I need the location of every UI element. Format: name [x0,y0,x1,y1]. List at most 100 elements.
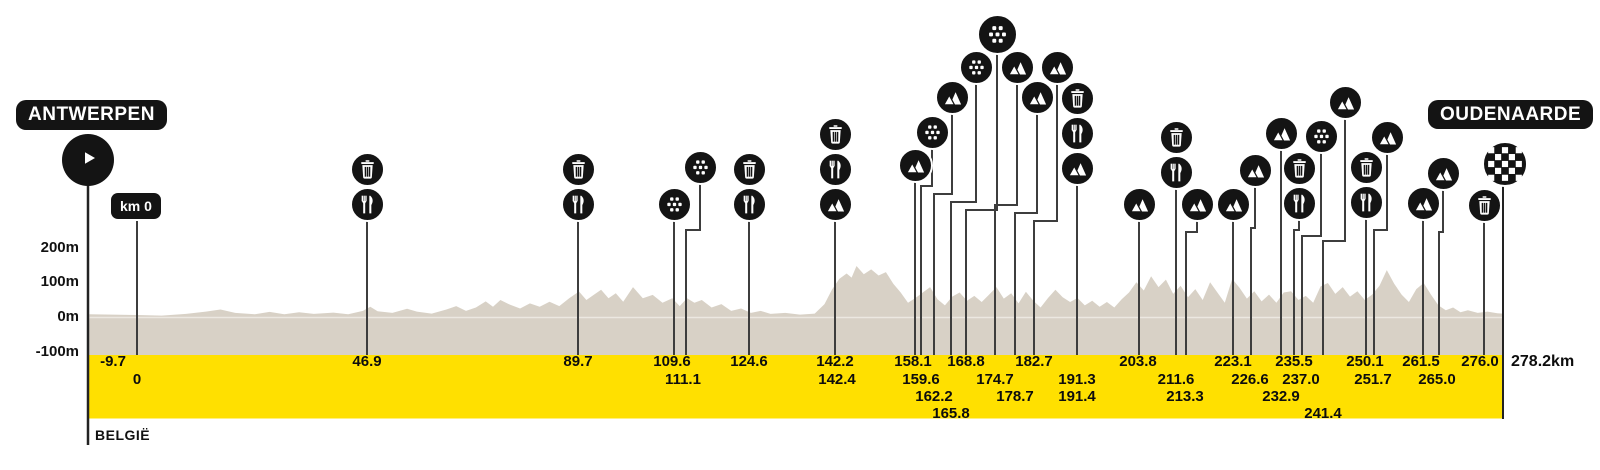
climb-icon [1263,115,1299,151]
climb-icon [1121,186,1157,222]
climb-icon [1369,119,1405,155]
cobbles-icon [682,149,718,185]
km-label: 276.0 [1461,353,1499,370]
climb-icon [1059,150,1095,186]
km-label: 182.7 [1015,353,1053,370]
feed-icon [349,186,385,222]
climb-icon [1327,84,1363,120]
marker-connector-line [950,67,977,355]
km-label: 142.2 [816,353,854,370]
marker-connector-line [965,34,998,355]
litter-icon [1059,80,1095,116]
y-axis-tick: 100m [40,273,79,290]
km-label: 142.4 [818,371,856,388]
km-label: -9.7 [100,353,126,370]
litter-icon [731,151,767,187]
feed-icon [1281,185,1317,221]
start-city-pill: ANTWERPEN [16,100,167,130]
km-label: 211.6 [1157,371,1195,388]
marker-connector-line [1014,97,1038,355]
country-label: BELGIË [95,427,151,443]
km-label: 226.6 [1231,371,1269,388]
climb-icon [999,49,1035,85]
km-label: 241.4 [1304,405,1342,422]
feed-icon [1158,154,1194,190]
km-label: 158.1 [894,353,932,370]
feed-icon [731,186,767,222]
climb-icon [1039,49,1075,85]
climb-icon [1425,155,1461,191]
km-label: 250.1 [1346,353,1384,370]
finish-checkered-icon [1482,141,1528,187]
km-label: 124.6 [730,353,768,370]
climb-icon [1237,152,1273,188]
km-label: 191.4 [1058,388,1096,405]
km-label: 223.1 [1214,353,1252,370]
marker-connector-line [1033,67,1058,355]
km-label: 168.8 [947,353,985,370]
marker-connector-line [1322,102,1346,355]
km-label: 109.6 [653,353,691,370]
litter-icon [1158,119,1194,155]
km-label: 165.8 [932,405,970,422]
cobbles-icon [1303,118,1339,154]
climb-icon [897,147,933,183]
cobbles-icon [976,13,1018,55]
km-label: 203.8 [1119,353,1157,370]
marker-connector-line [994,67,1018,355]
climb-icon [934,79,970,115]
km-label: 191.3 [1058,371,1096,388]
y-axis-tick: 200m [40,239,79,256]
finish-city-pill: OUDENAARDE [1428,100,1594,129]
marker-connector-line [1373,137,1388,355]
km-label: 111.1 [665,371,701,388]
feed-icon [1059,115,1095,151]
marker-connector-line [685,167,701,355]
litter-icon [1466,187,1502,223]
terrain-area [88,266,1503,355]
km-label: 159.6 [902,371,940,388]
km-label: 174.7 [976,371,1014,388]
cobbles-icon [914,114,950,150]
cobbles-icon [958,49,994,85]
litter-icon [817,116,853,152]
km-label: 251.7 [1354,371,1392,388]
y-axis-tick: -100m [35,343,79,360]
climb-icon [1405,185,1441,221]
km-label: 162.2 [915,388,953,405]
km-label: 89.7 [563,353,593,370]
feed-icon [560,186,596,222]
km-zero-pill: km 0 [111,193,161,219]
total-distance-label: 278.2km [1511,353,1575,370]
cobbles-icon [656,186,692,222]
litter-icon [349,151,385,187]
climb-icon [817,186,853,222]
km-label: 237.0 [1282,371,1320,388]
km-label: 232.9 [1262,388,1300,405]
distance-band [88,355,1503,419]
climb-icon [1179,186,1215,222]
km-label: 213.3 [1166,388,1204,405]
play-icon [76,146,100,175]
marker-connector-line [1250,170,1256,355]
marker-connector-line [1438,173,1444,355]
km-label: 46.9 [352,353,382,370]
km-label: 265.0 [1418,371,1456,388]
marker-connector-line [1301,136,1322,355]
km-label: 0 [132,371,142,388]
climb-icon [1019,79,1055,115]
feed-icon [817,151,853,187]
km-label: 178.7 [996,388,1034,405]
y-axis-tick: 0m [57,308,79,325]
km-label: 261.5 [1402,353,1440,370]
litter-icon [1348,149,1384,185]
play-button[interactable] [62,134,114,186]
feed-icon [1348,184,1384,220]
litter-icon [560,151,596,187]
km-label: 235.5 [1275,353,1313,370]
climb-icon [1215,186,1251,222]
marker-connector-line [933,97,953,355]
litter-icon [1281,150,1317,186]
